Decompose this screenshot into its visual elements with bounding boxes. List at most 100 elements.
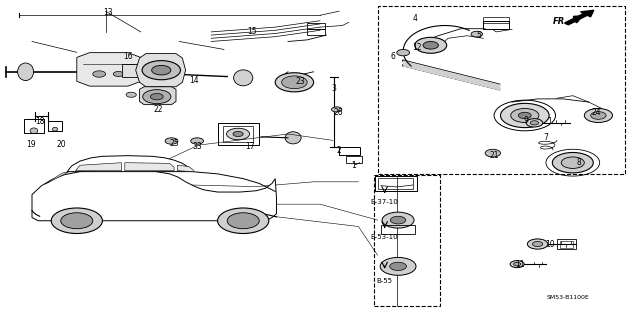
Ellipse shape xyxy=(18,63,34,81)
Text: 22: 22 xyxy=(154,105,163,114)
Text: 15: 15 xyxy=(246,27,257,36)
Text: 9: 9 xyxy=(524,116,529,125)
Text: 3: 3 xyxy=(332,84,337,93)
Text: 1: 1 xyxy=(351,161,356,170)
Polygon shape xyxy=(140,87,176,105)
Text: 7: 7 xyxy=(543,133,548,142)
Circle shape xyxy=(380,257,416,275)
Text: FR.: FR. xyxy=(553,17,568,26)
Polygon shape xyxy=(45,172,69,184)
Circle shape xyxy=(518,112,531,119)
Polygon shape xyxy=(67,156,192,172)
Text: 23: 23 xyxy=(296,77,306,86)
Text: 21: 21 xyxy=(490,151,499,160)
Text: 19: 19 xyxy=(26,140,36,149)
Circle shape xyxy=(552,152,593,173)
Circle shape xyxy=(382,212,414,228)
Circle shape xyxy=(591,112,606,119)
Circle shape xyxy=(233,131,243,137)
Text: 8: 8 xyxy=(576,158,581,167)
Circle shape xyxy=(471,31,483,37)
Text: 13: 13 xyxy=(102,8,113,17)
Circle shape xyxy=(150,93,163,100)
Circle shape xyxy=(415,37,447,53)
Bar xyxy=(375,176,417,191)
Text: 20: 20 xyxy=(56,140,67,149)
Circle shape xyxy=(584,108,612,122)
Bar xyxy=(307,23,325,29)
Text: 5: 5 xyxy=(476,31,481,40)
Circle shape xyxy=(500,103,549,128)
Text: 25: 25 xyxy=(169,139,179,148)
Text: 33: 33 xyxy=(192,142,202,151)
Bar xyxy=(223,126,253,142)
Text: 6: 6 xyxy=(390,52,396,61)
Text: 1: 1 xyxy=(547,117,552,126)
Text: 26: 26 xyxy=(333,108,343,117)
Ellipse shape xyxy=(285,132,301,144)
Circle shape xyxy=(142,61,180,80)
Circle shape xyxy=(165,138,178,144)
Text: 10: 10 xyxy=(545,241,556,249)
Polygon shape xyxy=(177,165,193,172)
Bar xyxy=(307,29,325,35)
Circle shape xyxy=(227,128,250,140)
Bar xyxy=(218,123,259,145)
Circle shape xyxy=(514,262,521,266)
Circle shape xyxy=(51,208,102,234)
Circle shape xyxy=(61,213,93,229)
Ellipse shape xyxy=(234,70,253,86)
Text: SM53-B1100E: SM53-B1100E xyxy=(547,295,589,300)
Circle shape xyxy=(527,239,548,249)
Circle shape xyxy=(332,107,342,112)
Ellipse shape xyxy=(52,127,58,131)
Circle shape xyxy=(275,73,314,92)
Text: 11: 11 xyxy=(515,260,524,269)
Bar xyxy=(557,239,576,249)
Ellipse shape xyxy=(30,128,38,134)
Text: 18: 18 xyxy=(35,117,44,126)
Circle shape xyxy=(532,241,543,247)
Bar xyxy=(381,225,415,234)
FancyArrow shape xyxy=(564,10,594,25)
Circle shape xyxy=(113,71,124,77)
Bar xyxy=(560,241,573,248)
Polygon shape xyxy=(122,64,150,77)
Text: 14: 14 xyxy=(189,76,199,85)
Polygon shape xyxy=(76,163,122,171)
Bar xyxy=(339,147,360,155)
Text: B-53-10: B-53-10 xyxy=(371,234,399,240)
Circle shape xyxy=(526,119,543,127)
Circle shape xyxy=(397,49,410,56)
Bar xyxy=(483,21,509,29)
Polygon shape xyxy=(77,53,141,86)
Circle shape xyxy=(227,213,259,229)
Text: B-37-10: B-37-10 xyxy=(371,199,399,204)
Circle shape xyxy=(191,138,204,144)
Bar xyxy=(378,178,413,189)
Circle shape xyxy=(126,92,136,97)
Text: 12: 12 xyxy=(413,43,422,52)
Polygon shape xyxy=(136,54,186,87)
Polygon shape xyxy=(125,163,174,171)
Text: B-55: B-55 xyxy=(376,278,393,284)
Text: 16: 16 xyxy=(123,52,133,61)
Circle shape xyxy=(218,208,269,234)
Circle shape xyxy=(390,216,406,224)
Circle shape xyxy=(561,157,584,168)
Circle shape xyxy=(510,261,524,268)
Bar xyxy=(346,156,362,163)
Text: 17: 17 xyxy=(244,142,255,151)
Circle shape xyxy=(143,90,171,104)
Circle shape xyxy=(152,65,171,75)
Bar xyxy=(483,17,509,23)
Circle shape xyxy=(282,76,307,89)
Text: 24: 24 xyxy=(591,108,602,117)
Circle shape xyxy=(530,121,538,125)
Circle shape xyxy=(390,262,406,271)
Polygon shape xyxy=(32,169,276,221)
Circle shape xyxy=(511,108,539,122)
Bar xyxy=(24,119,44,133)
Circle shape xyxy=(485,149,500,157)
Text: 4: 4 xyxy=(412,14,417,23)
